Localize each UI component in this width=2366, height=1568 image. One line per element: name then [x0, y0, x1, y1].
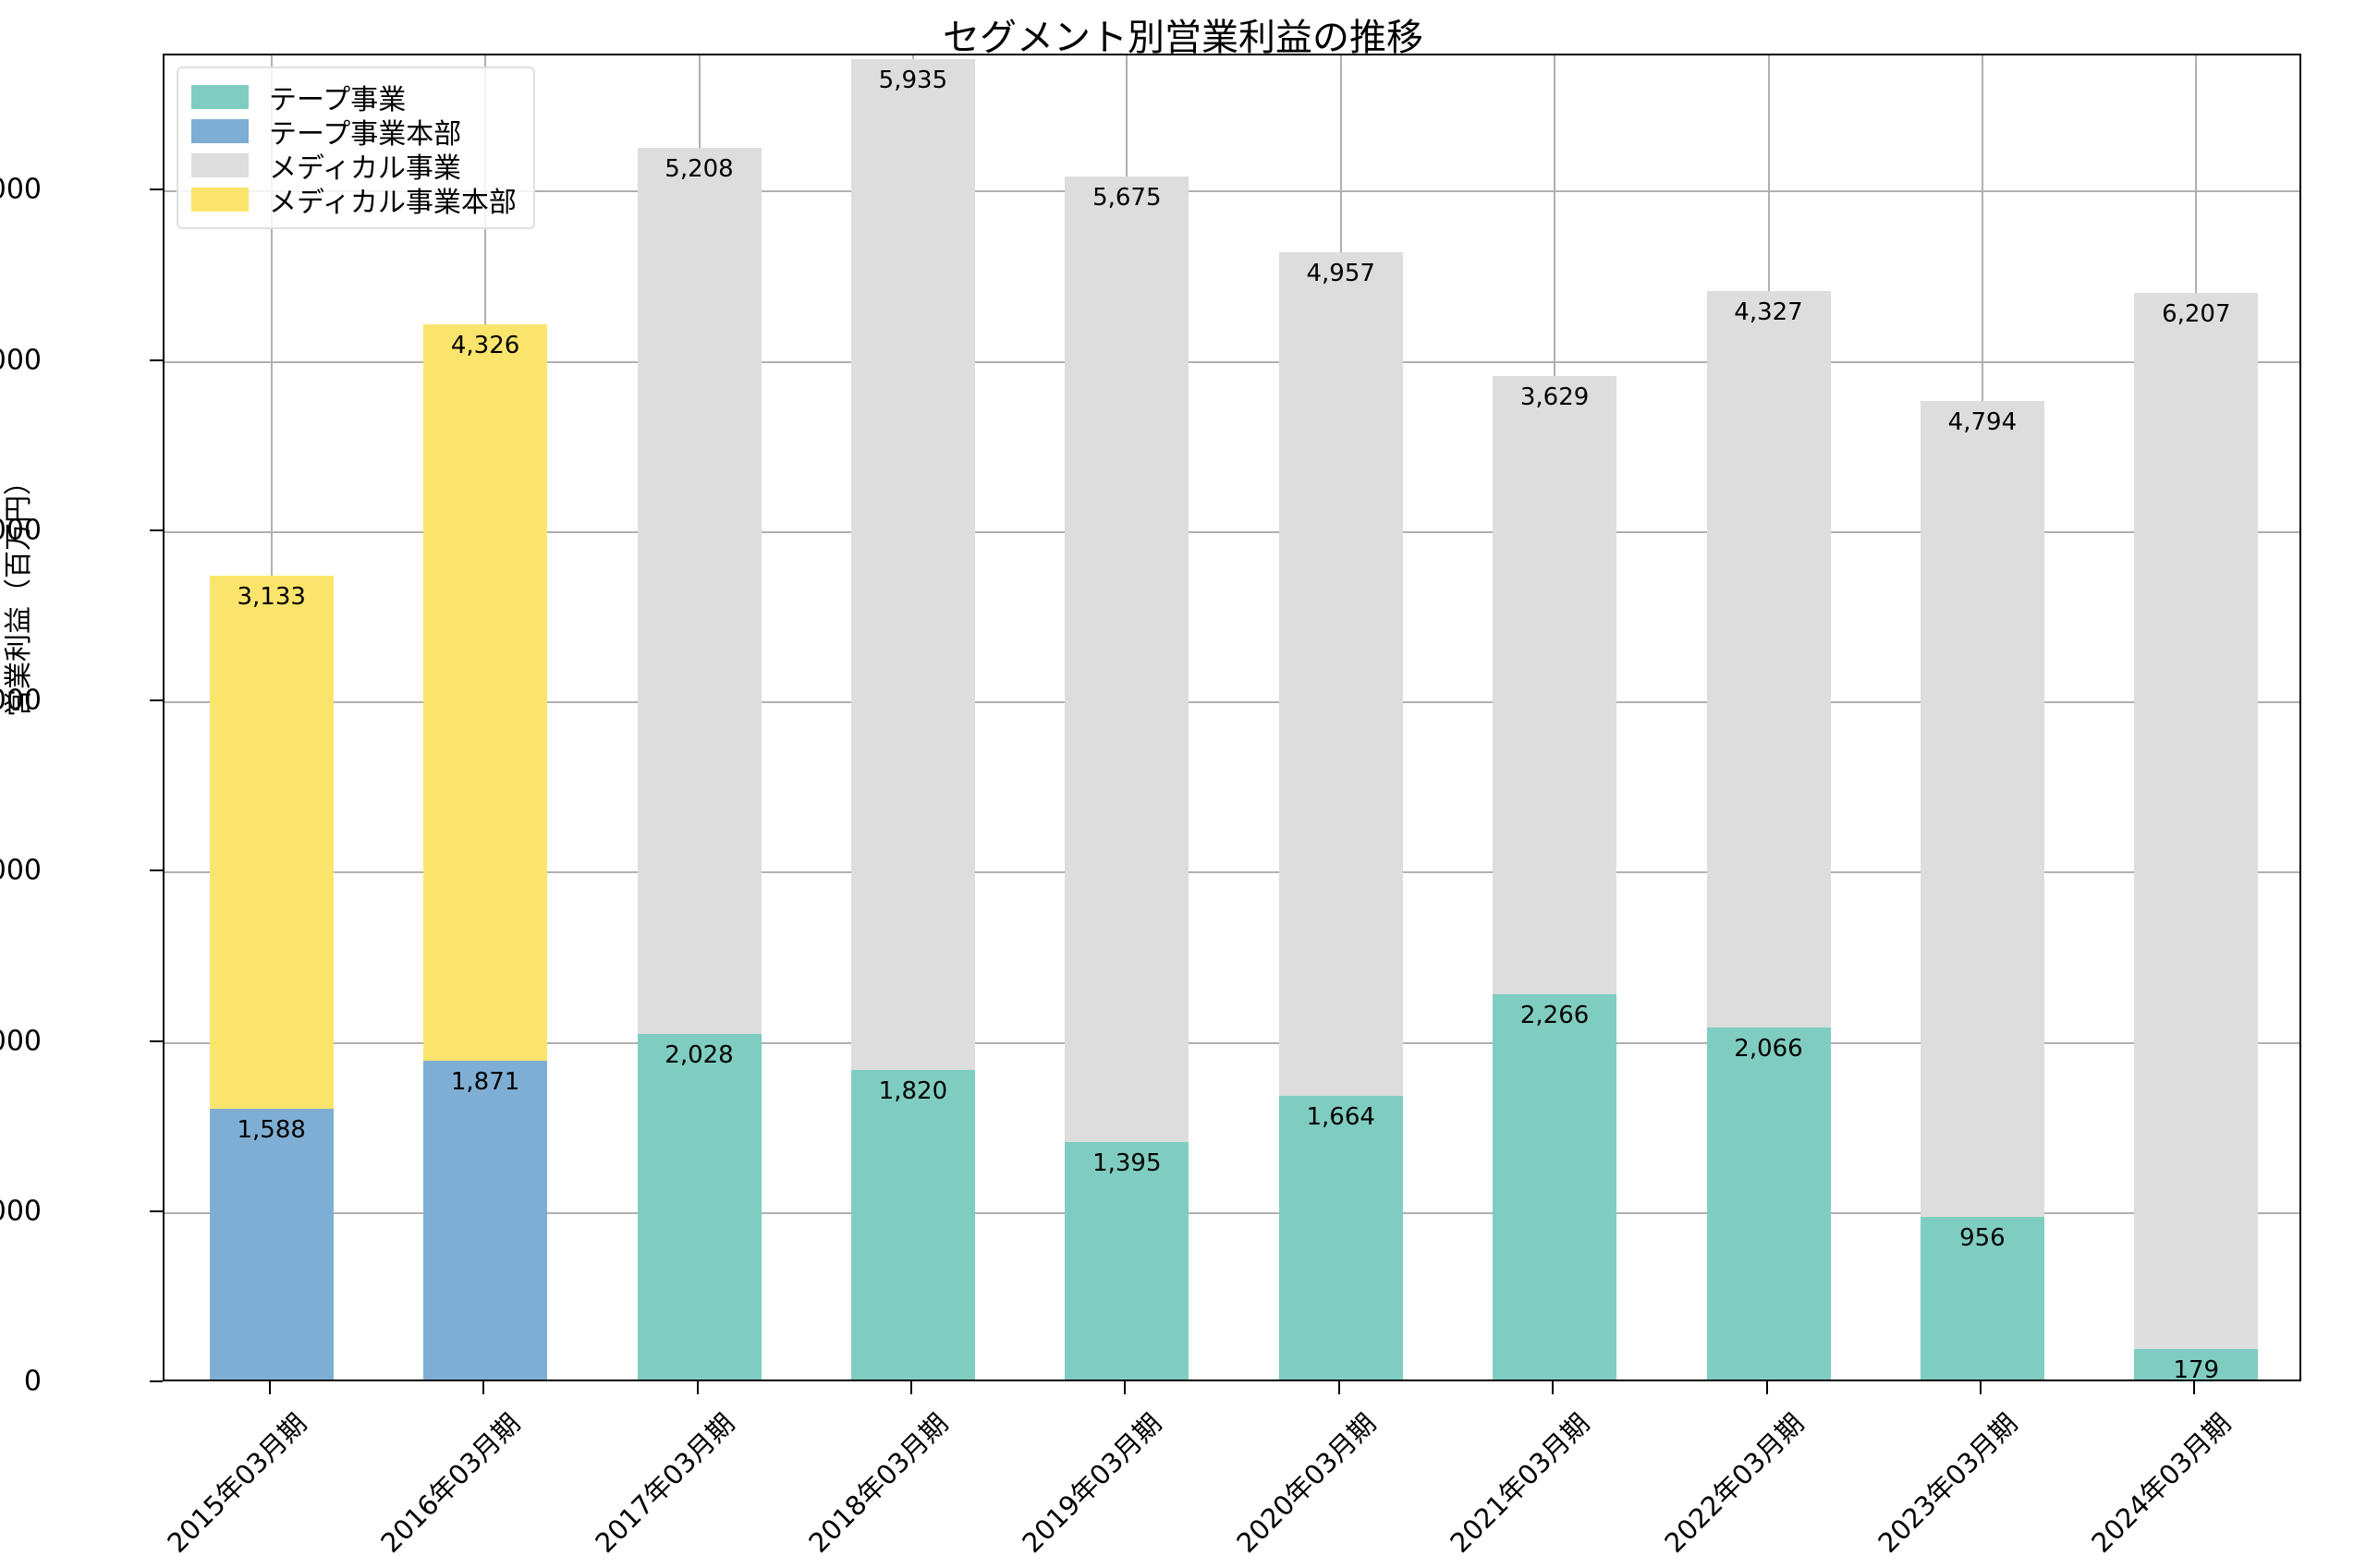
- y-axis-tick-label: 5,000: [0, 514, 42, 547]
- bar-group[interactable]: 1,395 5,675: [1065, 55, 1189, 1380]
- y-axis-tick-mark: [150, 869, 163, 872]
- x-axis-tick-mark: [1337, 1381, 1340, 1394]
- x-axis-tick-mark: [1552, 1381, 1555, 1394]
- x-axis-tick-label: 2019年03月期: [1016, 1407, 1168, 1560]
- legend-swatch-icon: [191, 118, 249, 143]
- bar-segment[interactable]: [637, 147, 762, 1035]
- y-axis-tick-label: 3,000: [0, 854, 42, 887]
- x-axis-tick-mark: [482, 1381, 485, 1394]
- x-axis-tick-mark: [1765, 1381, 1768, 1394]
- bar-segment[interactable]: [1065, 176, 1189, 1142]
- bar-group[interactable]: 956 4,794: [1920, 55, 2044, 1380]
- bar-group[interactable]: 1,588 3,133: [209, 55, 334, 1380]
- x-axis-tick-mark: [1124, 1381, 1127, 1394]
- x-axis-tick-mark: [696, 1381, 699, 1394]
- bar-segment[interactable]: [1706, 1027, 1831, 1380]
- plot-area: 1,588 3,133 1,871 4,326 2,028 5,208 1,820 5,935…: [163, 54, 2301, 1381]
- y-axis-tick-mark: [150, 359, 163, 361]
- bar-group[interactable]: 1,664 4,957: [1278, 55, 1403, 1380]
- bar-segment[interactable]: [209, 576, 334, 1110]
- legend-swatch-icon: [191, 187, 249, 212]
- y-axis-tick-mark: [150, 699, 163, 702]
- legend-item[interactable]: テープ事業本部: [191, 114, 517, 151]
- y-axis-tick-label: 4,000: [0, 684, 42, 717]
- bar-segment[interactable]: [1706, 291, 1831, 1028]
- legend-swatch-icon: [191, 152, 249, 177]
- page-title: セグメント別営業利益の推移: [943, 17, 1423, 59]
- bar-segment[interactable]: [1920, 400, 2044, 1217]
- x-axis-tick-label: 2015年03月期: [161, 1407, 312, 1560]
- gridline-horizontal: [165, 360, 2299, 363]
- bar-segment[interactable]: [1278, 1096, 1403, 1380]
- x-axis-tick-label: 2022年03月期: [1657, 1407, 1810, 1560]
- legend-item[interactable]: メディカル事業本部: [191, 182, 517, 219]
- legend-item[interactable]: メディカル事業: [191, 148, 517, 185]
- bar-segment[interactable]: [2134, 292, 2259, 1350]
- bar-segment[interactable]: [423, 324, 548, 1062]
- y-axis-tick-mark: [150, 1209, 163, 1212]
- y-axis-tick-label: 7,000: [0, 173, 42, 206]
- y-axis-tick-mark: [150, 188, 163, 191]
- y-axis-tick-mark: [150, 529, 163, 531]
- x-axis-tick-mark: [1979, 1381, 1982, 1394]
- y-axis-tick-label: 0: [23, 1365, 42, 1398]
- legend-swatch-icon: [191, 84, 249, 109]
- bar-segment[interactable]: [850, 1069, 975, 1380]
- bar-segment[interactable]: [850, 59, 975, 1070]
- gridline-horizontal: [165, 190, 2299, 193]
- x-axis-tick-label: 2016年03月期: [374, 1407, 527, 1560]
- y-axis-tick-mark: [150, 1380, 163, 1382]
- bar-segment[interactable]: [2134, 1349, 2259, 1380]
- gridline-horizontal: [165, 1211, 2299, 1214]
- bar-group[interactable]: 179 6,207: [2134, 55, 2259, 1380]
- bar-group[interactable]: 2,266 3,629: [1493, 55, 1617, 1380]
- y-axis-label: 営業利益（百万円）: [3, 468, 35, 717]
- y-axis-tick-label: 6,000: [0, 344, 42, 377]
- bar-segment[interactable]: [1493, 375, 1617, 994]
- bar-segment[interactable]: [1065, 1142, 1189, 1380]
- bar-segment[interactable]: [1920, 1216, 2044, 1380]
- x-axis-tick-mark: [268, 1381, 271, 1394]
- bar-segment[interactable]: [423, 1061, 548, 1380]
- bar-segment[interactable]: [209, 1109, 334, 1380]
- bar-segment[interactable]: [1278, 252, 1403, 1097]
- y-axis-tick-label: 1,000: [0, 1195, 42, 1228]
- legend-item-label: メディカル事業本部: [269, 186, 517, 219]
- y-axis-tick-label: 2,000: [0, 1025, 42, 1058]
- gridline-horizontal: [165, 871, 2299, 874]
- chart-legend: テープ事業 テープ事業本部 メディカル事業 メディカル事業本部: [177, 67, 535, 229]
- y-axis-tick-mark: [150, 1039, 163, 1042]
- legend-item[interactable]: テープ事業: [191, 79, 517, 116]
- bar-group[interactable]: 2,066 4,327: [1706, 55, 1831, 1380]
- x-axis-tick-label: 2018年03月期: [802, 1407, 955, 1560]
- bar-segment[interactable]: [1493, 993, 1617, 1380]
- bar-group[interactable]: 1,820 5,935: [850, 55, 975, 1380]
- x-axis-tick-label: 2021年03月期: [1444, 1407, 1596, 1560]
- plot-inner: 1,588 3,133 1,871 4,326 2,028 5,208 1,820 5,935…: [165, 55, 2299, 1380]
- bar-group[interactable]: 1,871 4,326: [423, 55, 548, 1380]
- bar-group[interactable]: 2,028 5,208: [637, 55, 762, 1380]
- x-axis-tick-label: 2017年03月期: [588, 1407, 740, 1560]
- gridline-horizontal: [165, 530, 2299, 533]
- gridline-horizontal: [165, 701, 2299, 704]
- bar-segment[interactable]: [637, 1034, 762, 1380]
- x-axis-tick-mark: [909, 1381, 912, 1394]
- x-axis-tick-label: 2024年03月期: [2085, 1407, 2238, 1560]
- legend-item-label: テープ事業: [269, 83, 407, 116]
- gridline-horizontal: [165, 1041, 2299, 1044]
- x-axis-tick-mark: [2193, 1381, 2196, 1394]
- legend-item-label: テープ事業本部: [269, 117, 462, 151]
- legend-item-label: メディカル事業: [269, 152, 461, 185]
- x-axis-tick-label: 2020年03月期: [1230, 1407, 1382, 1560]
- x-axis-tick-label: 2023年03月期: [1872, 1407, 2024, 1560]
